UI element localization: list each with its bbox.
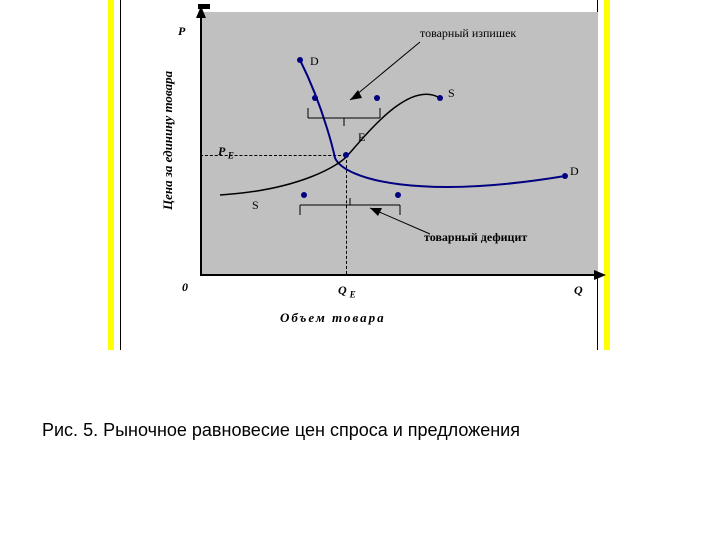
qe-label: Q E [338, 283, 356, 299]
y-axis-title: Цена за единиңу товара [160, 71, 176, 210]
dot-d-top [297, 57, 303, 63]
dot-top-right [374, 95, 380, 101]
surplus-pointer [350, 42, 420, 100]
demand-curve [300, 60, 565, 187]
label-s-bot: S [252, 198, 259, 213]
dot-top-left [312, 95, 318, 101]
supply-curve [220, 94, 440, 195]
label-d-bot: D [570, 164, 579, 179]
x-axis-title: Объем товара [280, 310, 386, 326]
y-axis-label: P [178, 24, 185, 39]
figure-caption: Рис. 5. Рыночное равновесие цен спроса и… [42, 420, 520, 441]
curves-svg [0, 0, 720, 540]
deficit-label: товарный дефицит [424, 230, 527, 245]
dot-bot-right [395, 192, 401, 198]
label-d-top: D [310, 54, 319, 69]
dot-bot-left [301, 192, 307, 198]
origin-label: 0 [182, 280, 188, 295]
label-e: E [358, 130, 365, 145]
x-axis-label: Q [574, 283, 583, 298]
dot-d-right [562, 173, 568, 179]
dot-equilibrium [343, 152, 349, 158]
dot-s-top [437, 95, 443, 101]
pe-label: P E [218, 144, 234, 160]
surplus-label: товарный изпишек [420, 26, 516, 41]
label-s-top: S [448, 86, 455, 101]
page: P 0 Q E Q P E D S S D E товарный изпишек… [0, 0, 720, 540]
